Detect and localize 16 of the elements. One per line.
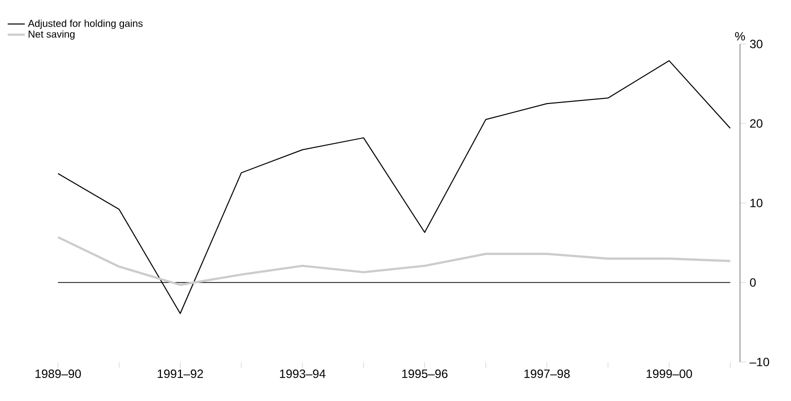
line-series	[56, 236, 732, 286]
x-tick-label: 1995–96	[402, 370, 448, 378]
x-tick-label: 1997–98	[524, 370, 570, 378]
x-tick-label: 1989–90	[36, 370, 81, 378]
y-tick-label: 30	[750, 40, 762, 48]
x-tick-label: 1999–00	[646, 370, 692, 378]
y-tick-label: –10	[750, 358, 770, 366]
y-tick-label: 10	[750, 198, 762, 208]
legend-label: Adjusted for holding gains	[28, 20, 143, 29]
x-tick-label: 1993–94	[280, 370, 326, 378]
x-tick-label: 1991–92	[158, 370, 203, 378]
y-tick-label: 0	[750, 278, 756, 287]
line-series	[58, 60, 731, 314]
legend-label: Net saving	[28, 30, 75, 40]
y-axis-title: %	[735, 32, 745, 40]
y-tick-label: 20	[750, 119, 762, 128]
